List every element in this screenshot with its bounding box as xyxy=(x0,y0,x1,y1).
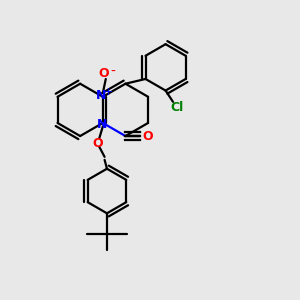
Text: -: - xyxy=(110,65,115,79)
Text: N: N xyxy=(97,118,107,131)
Text: N: N xyxy=(96,89,106,102)
Text: O: O xyxy=(98,67,109,80)
Text: +: + xyxy=(103,87,113,97)
Text: Cl: Cl xyxy=(170,101,183,114)
Text: O: O xyxy=(92,137,103,150)
Text: O: O xyxy=(142,130,153,142)
